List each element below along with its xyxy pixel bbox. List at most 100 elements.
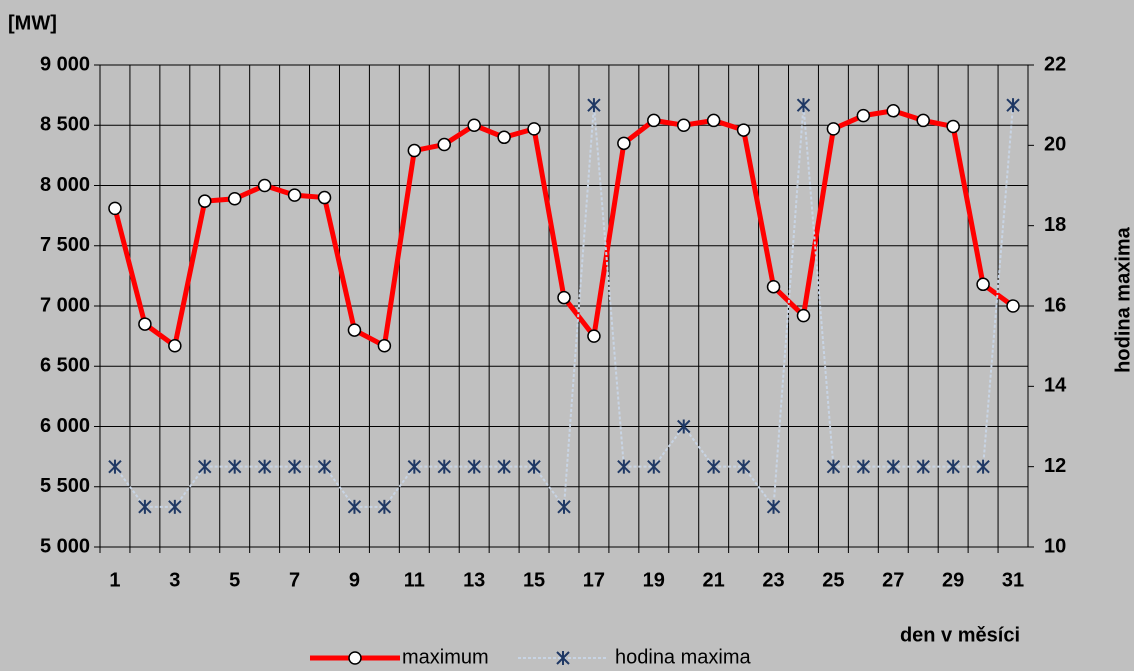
x-tick-label: 15: [523, 569, 545, 591]
star-marker: [407, 459, 422, 474]
star-marker: [587, 98, 601, 113]
point: [347, 323, 362, 337]
y2-tick-label: 16: [1044, 294, 1066, 316]
x-tick-label: 3: [169, 569, 180, 591]
y-tick-label: 7 500: [40, 234, 90, 256]
point: [587, 329, 601, 343]
x-axis-label: den v měsíci: [900, 624, 1020, 646]
x-tick-label: 9: [349, 569, 360, 591]
star-marker: [557, 499, 571, 514]
y-tick-label: 6 000: [40, 415, 90, 437]
star-marker: [437, 459, 451, 474]
star-marker: [946, 459, 960, 474]
point: [886, 104, 901, 118]
star-marker: [677, 419, 691, 434]
x-tick-label: 21: [703, 569, 725, 591]
star-marker: [138, 499, 152, 514]
y2-tick-label: 20: [1044, 134, 1066, 156]
point: [647, 113, 661, 128]
star-marker: [856, 459, 871, 474]
point: [467, 118, 481, 132]
x-tick-label: 17: [583, 569, 605, 591]
point: [736, 123, 751, 137]
x-tick-label: 1: [109, 569, 120, 591]
x-tick-label: 5: [229, 569, 240, 591]
point: [377, 339, 392, 353]
star-marker: [826, 459, 841, 474]
star-marker: [1006, 98, 1020, 113]
star-marker: [347, 499, 362, 514]
star-marker: [527, 459, 541, 474]
x-tick-label: 29: [942, 569, 964, 591]
point: [557, 290, 571, 305]
star-marker: [647, 459, 661, 474]
y-tick-label: 8 500: [40, 114, 90, 136]
star-marker: [108, 459, 122, 474]
point: [437, 137, 452, 152]
star-marker: [198, 459, 212, 474]
y2-tick-label: 22: [1044, 53, 1066, 75]
point: [168, 339, 182, 353]
legend-label: hodina maxima: [615, 646, 752, 668]
x-tick-label: 25: [822, 569, 844, 591]
star-marker: [886, 459, 900, 474]
point: [287, 188, 302, 202]
y2-tick-label: 10: [1044, 535, 1066, 557]
y-tick-label: 5 000: [40, 535, 90, 557]
y-tick-label: 9 000: [40, 53, 90, 75]
legend-marker: [348, 651, 362, 665]
star-marker: [556, 651, 570, 665]
star-marker: [467, 459, 481, 474]
star-marker: [916, 459, 930, 474]
point: [796, 308, 811, 323]
y2-tick-label: 14: [1044, 375, 1067, 397]
point: [497, 130, 511, 145]
y2-axis-label: hodina maxima: [1112, 226, 1134, 372]
y2-tick-label: 18: [1044, 214, 1066, 236]
point: [916, 113, 930, 128]
star-marker: [257, 459, 272, 474]
star-marker: [766, 499, 781, 514]
point: [766, 279, 781, 294]
x-tick-label: 11: [404, 569, 425, 591]
y-axis-label: [MW]: [8, 12, 57, 34]
point: [946, 119, 960, 134]
x-tick-label: 13: [463, 569, 485, 591]
star-marker: [736, 459, 751, 474]
x-tick-label: 19: [643, 569, 665, 591]
point: [227, 192, 242, 206]
point: [138, 317, 152, 331]
star-marker: [317, 459, 332, 474]
star-marker: [168, 499, 182, 514]
x-tick-label: 23: [762, 569, 784, 591]
point: [676, 118, 691, 132]
point: [257, 178, 272, 193]
star-marker: [796, 98, 811, 113]
point: [617, 136, 631, 151]
star-marker: [228, 459, 242, 474]
x-tick-label: 7: [289, 569, 300, 591]
y-tick-label: 7 000: [40, 294, 90, 316]
y-tick-label: 8 000: [40, 174, 90, 196]
y-tick-label: 5 500: [40, 475, 90, 497]
point: [1006, 299, 1020, 313]
point: [826, 122, 841, 136]
point: [317, 190, 332, 205]
star-marker: [497, 459, 511, 474]
point: [976, 277, 990, 292]
legend-label: maximum: [402, 646, 489, 668]
star-marker: [287, 459, 302, 474]
y2-tick-label: 12: [1044, 455, 1066, 477]
point: [527, 122, 541, 136]
y-tick-label: 6 500: [40, 355, 90, 377]
star-marker: [617, 459, 631, 474]
star-marker: [976, 459, 990, 474]
star-marker: [706, 459, 721, 474]
point: [856, 108, 871, 123]
point: [108, 201, 122, 216]
x-tick-label: 27: [882, 569, 904, 591]
point: [706, 113, 721, 128]
point: [198, 194, 212, 208]
